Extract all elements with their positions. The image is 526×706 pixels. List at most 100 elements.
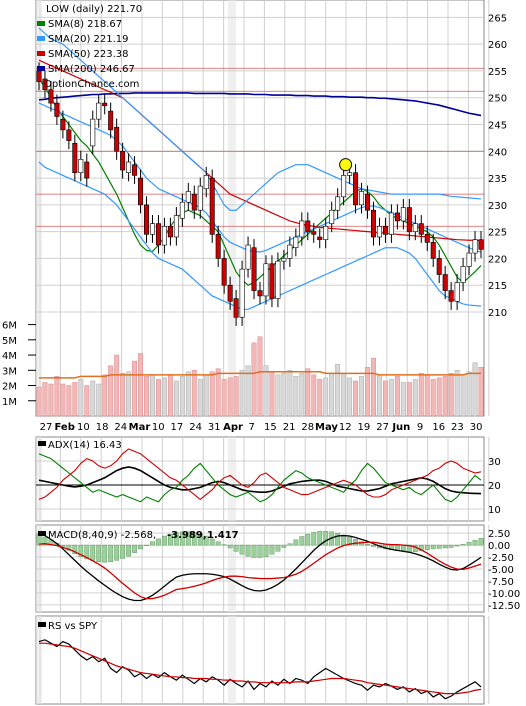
candle-body [466,252,472,267]
event-marker [339,158,353,172]
candle-body [155,223,161,246]
volume-bar [281,373,287,417]
macd-histogram-bar [227,544,233,549]
candle-body [341,175,347,198]
price-tick-label: 220 [488,254,507,265]
candle-body [90,118,96,147]
volume-bar [167,374,173,417]
macd-histogram-bar [341,534,347,546]
candle-body [287,244,293,259]
volume-bar [156,379,161,417]
volume-bar [293,376,299,417]
macd-histogram-bar [108,544,114,563]
volume-bar [42,382,48,417]
price-tick-label: 225 [488,228,507,239]
volume-bar [299,373,305,417]
volume-bar [108,365,114,417]
candle-body [66,129,72,141]
adx-series-di [38,448,482,501]
candle-body [197,185,203,211]
macd-histogram-bar [257,544,263,558]
volume-bar [406,382,412,417]
macd-tick-label: -12.50 [488,601,520,612]
macd-histogram-bar [90,544,96,561]
candle-body [281,258,287,262]
month-shade [36,616,42,704]
volume-bar [323,377,329,417]
rs-legend-swatch [38,622,46,627]
legend-swatch [37,66,45,71]
macd-histogram-bar [197,533,203,546]
macd-histogram-bar [436,544,442,549]
macd-histogram-bar [167,533,173,546]
macd-histogram-bar [448,544,454,548]
candle-body [412,223,418,232]
macd-histogram-bar [179,531,185,546]
macd-histogram-bar [66,544,72,551]
volume-bar [400,382,406,417]
adx-legend: ADX(14) 16.43 [48,440,122,451]
candle-body [263,263,269,297]
macd-histogram-bar [126,544,131,557]
candle-body [388,212,394,235]
candle-body [430,242,436,259]
macd-histogram-bar [203,535,209,546]
volume-bar [66,385,72,417]
macd-histogram-bar [305,533,311,546]
volume-bar [365,366,370,417]
candle-body [108,110,114,131]
candle-body [60,118,66,131]
month-shade [36,0,42,416]
volume-bar [54,376,60,417]
candle-body [454,282,460,302]
volume-bar [102,374,108,417]
price-tick-label: 265 [488,13,507,24]
candle-body [84,161,90,179]
volume-bar [48,383,54,417]
candle-body [269,263,275,299]
macd-histogram-bar [72,544,78,554]
macd-histogram-bar [466,542,472,546]
volume-bar [120,373,126,417]
candle-body [335,196,341,211]
candle-body [114,126,120,152]
candle-body [275,260,281,299]
candle-body [317,236,323,240]
candle-body [245,244,251,270]
macd-histogram-bar [209,538,215,546]
volume-bar [341,373,347,417]
volume-bar [263,365,269,417]
x-tick-label: Apr [223,422,243,433]
candle-body [370,209,376,238]
volume-bar [436,377,442,417]
volume-bar [126,371,132,417]
macd-histogram-bar [221,544,227,546]
volume-tick-label: 4M [2,351,17,362]
x-tick-label: 9 [417,422,423,433]
volume-bar [329,373,335,417]
panel-frame-adx [35,436,485,522]
candle-body [299,220,305,238]
legend-swatch [37,21,45,26]
candle-body [239,268,245,318]
volume-bar [371,357,376,417]
macd-histogram-bar [96,544,102,563]
volume-bar [161,377,167,417]
price-tick-label: 210 [488,308,507,319]
candle-body [167,225,173,238]
candle-body [36,70,42,82]
legend-entry: SMA(200) 246.67 [48,64,135,75]
macd-histogram-bar [132,544,137,553]
candle-body [394,212,400,222]
macd-histogram-bar [156,538,161,546]
price-series-sma200 [38,92,482,117]
volume-bar [239,370,245,417]
macd-histogram-bar [185,531,191,546]
candle-body [48,89,54,104]
macd-tick-label: 0.00 [488,541,510,552]
macd-tick-label: -5.00 [488,565,514,576]
volume-bar [394,376,400,417]
volume-bar [275,374,281,417]
volume-bar [173,380,179,417]
macd-histogram-bar [281,544,287,548]
